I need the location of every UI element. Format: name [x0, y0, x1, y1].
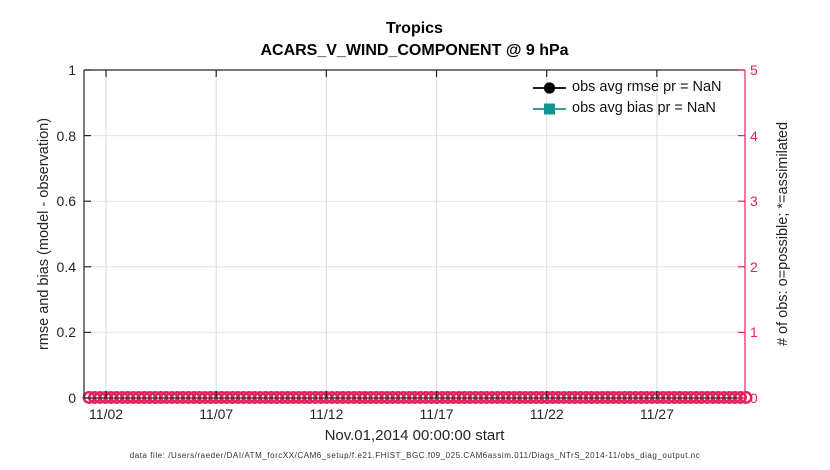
- y-tick-label-right: 3: [750, 193, 758, 210]
- plot-subtitle: ACARS_V_WIND_COMPONENT @ 9 hPa: [260, 42, 569, 59]
- plot-title: Tropics: [386, 20, 443, 37]
- x-tick-label: 11/07: [199, 406, 234, 422]
- y-tick-label-left: 0.8: [56, 127, 76, 144]
- x-tick-label: 11/17: [419, 406, 454, 422]
- legend-entry-label: obs avg bias pr = NaN: [572, 100, 716, 116]
- x-tick-label: 11/02: [89, 406, 124, 422]
- y-tick-label-right: 0: [750, 390, 758, 406]
- x-tick-label: 11/12: [309, 406, 344, 422]
- x-tick-label: 11/27: [639, 406, 674, 422]
- y-tick-label-left: 0: [68, 390, 76, 406]
- y-tick-label-right: 5: [750, 62, 758, 78]
- y-tick-label-left: 0.4: [56, 258, 76, 275]
- legend-entry-label: obs avg rmse pr = NaN: [572, 79, 722, 95]
- y-tick-label-left: 1: [68, 62, 76, 78]
- data-file-path: data file: /Users/raeder/DAI/ATM_forcXX/…: [129, 451, 701, 460]
- y-tick-label-right: 4: [750, 127, 758, 144]
- x-tick-label: 11/22: [529, 406, 564, 422]
- legend-square-marker: [544, 103, 555, 115]
- y-tick-label-left: 0.2: [56, 324, 76, 341]
- y-tick-label-right: 2: [750, 258, 758, 275]
- legend-circle-marker: [543, 82, 556, 94]
- x-axis-label: Nov.01,2014 00:00:00 start: [324, 427, 505, 444]
- y-tick-label-left: 0.6: [56, 193, 76, 210]
- y-tick-label-right: 1: [750, 324, 758, 341]
